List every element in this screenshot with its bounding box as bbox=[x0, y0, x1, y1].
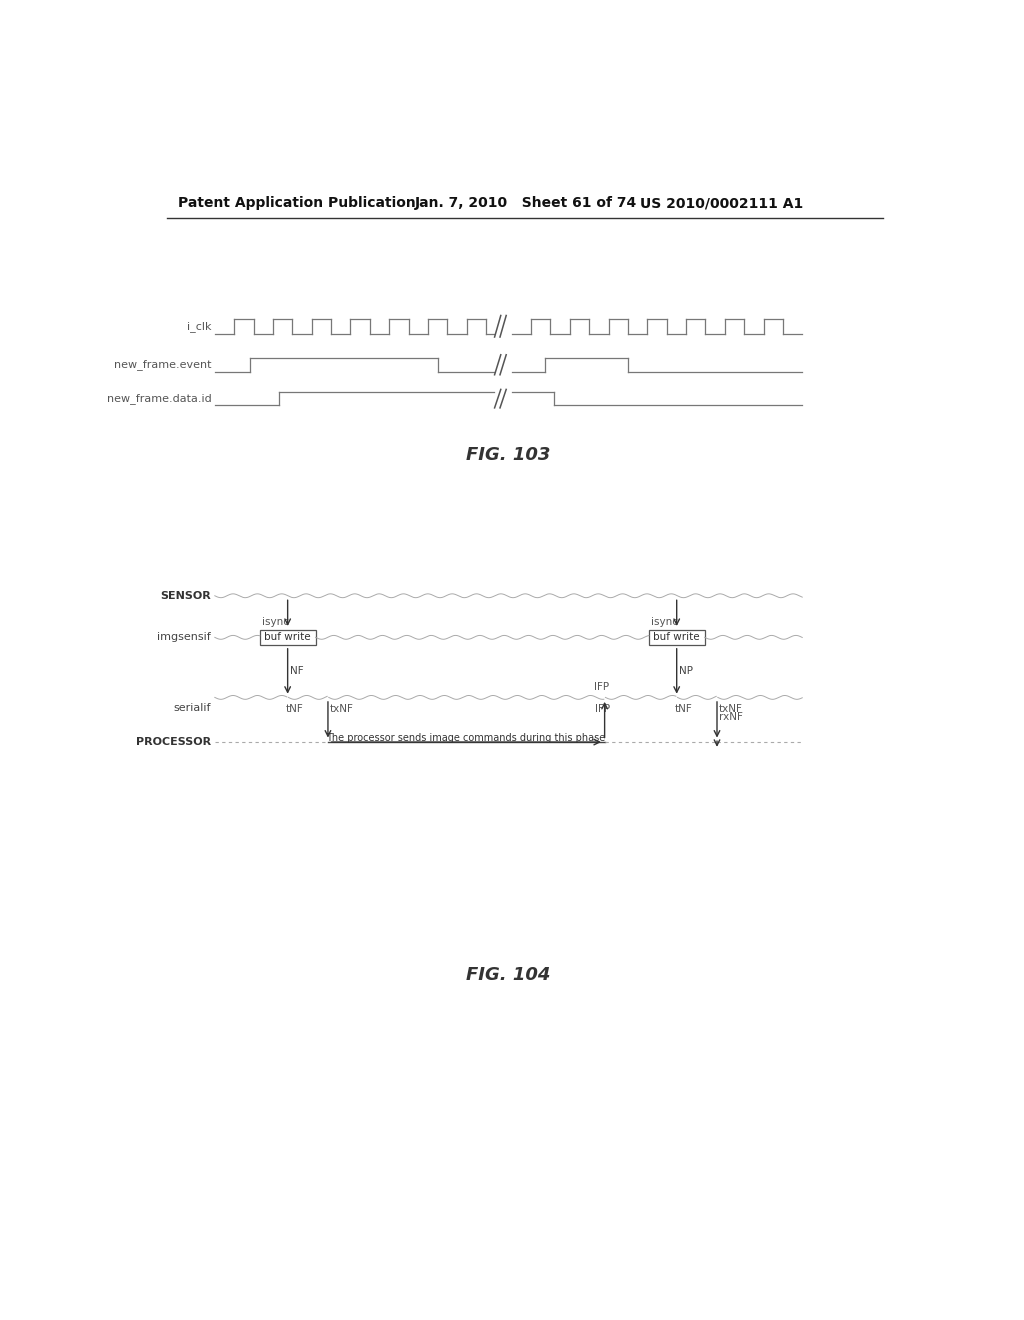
Text: SENSOR: SENSOR bbox=[160, 591, 211, 601]
Text: Jan. 7, 2010   Sheet 61 of 74: Jan. 7, 2010 Sheet 61 of 74 bbox=[415, 197, 637, 210]
Text: NP: NP bbox=[679, 667, 693, 676]
Text: buf write: buf write bbox=[264, 632, 311, 643]
Text: tNF: tNF bbox=[286, 704, 304, 714]
Text: new_frame.data.id: new_frame.data.id bbox=[106, 393, 212, 404]
Text: IFP: IFP bbox=[594, 682, 609, 693]
Text: IFP: IFP bbox=[595, 704, 610, 714]
Bar bbox=[260, 630, 315, 645]
Text: isync: isync bbox=[262, 616, 289, 627]
Text: new_frame.event: new_frame.event bbox=[115, 359, 212, 370]
Text: txNF: txNF bbox=[330, 704, 353, 714]
Text: US 2010/0002111 A1: US 2010/0002111 A1 bbox=[640, 197, 803, 210]
Text: txNF: txNF bbox=[719, 704, 742, 714]
Text: tNF: tNF bbox=[675, 704, 693, 714]
Text: PROCESSOR: PROCESSOR bbox=[136, 737, 211, 747]
Text: NF: NF bbox=[290, 667, 303, 676]
Bar bbox=[649, 630, 705, 645]
Text: serialif: serialif bbox=[173, 704, 211, 713]
Text: buf write: buf write bbox=[653, 632, 700, 643]
Text: isync: isync bbox=[651, 616, 678, 627]
Text: The processor sends image commands during this phase: The processor sends image commands durin… bbox=[327, 733, 605, 743]
Text: FIG. 103: FIG. 103 bbox=[466, 446, 550, 463]
Text: i_clk: i_clk bbox=[187, 321, 212, 331]
Text: FIG. 104: FIG. 104 bbox=[466, 966, 550, 983]
Text: imgsensif: imgsensif bbox=[157, 632, 211, 643]
Text: Patent Application Publication: Patent Application Publication bbox=[178, 197, 416, 210]
Text: rxNF: rxNF bbox=[719, 713, 742, 722]
